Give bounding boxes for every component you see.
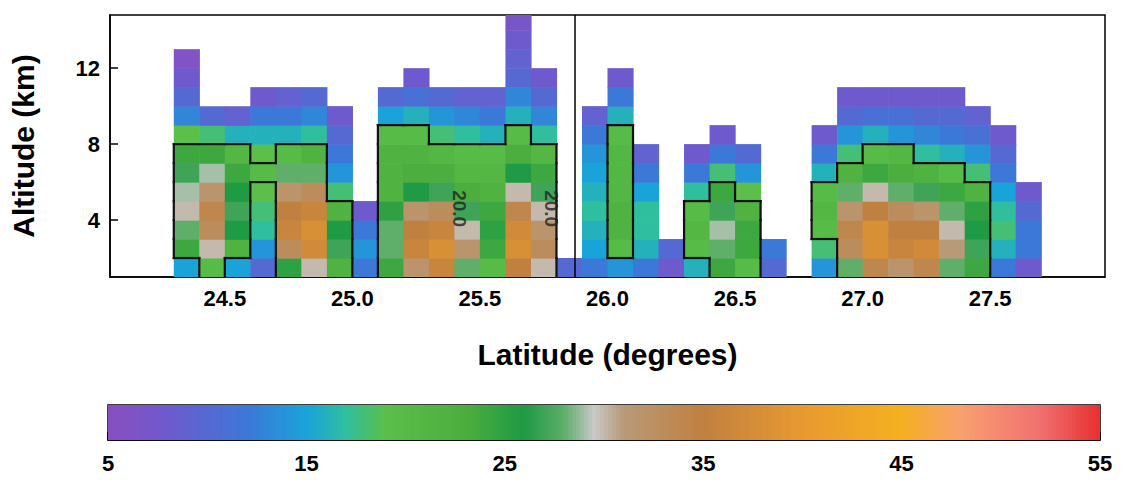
- svg-text:15: 15: [294, 451, 318, 476]
- svg-text:25.0: 25.0: [331, 286, 374, 311]
- svg-text:25.5: 25.5: [459, 286, 502, 311]
- svg-text:27.0: 27.0: [841, 286, 884, 311]
- svg-text:4: 4: [88, 208, 101, 233]
- svg-text:Latitude (degrees): Latitude (degrees): [477, 338, 737, 371]
- svg-text:35: 35: [691, 451, 715, 476]
- svg-text:20.0: 20.0: [449, 190, 470, 227]
- svg-text:55: 55: [1088, 451, 1112, 476]
- svg-text:Altitude (km): Altitude (km): [7, 54, 40, 237]
- svg-text:20.0: 20.0: [541, 190, 562, 227]
- svg-text:12: 12: [76, 56, 100, 81]
- svg-text:26.0: 26.0: [586, 286, 629, 311]
- svg-text:24.5: 24.5: [203, 286, 246, 311]
- svg-text:27.5: 27.5: [969, 286, 1012, 311]
- svg-text:45: 45: [889, 451, 913, 476]
- svg-text:8: 8: [88, 132, 100, 157]
- svg-text:26.5: 26.5: [714, 286, 757, 311]
- svg-text:5: 5: [102, 451, 114, 476]
- svg-text:25: 25: [493, 451, 517, 476]
